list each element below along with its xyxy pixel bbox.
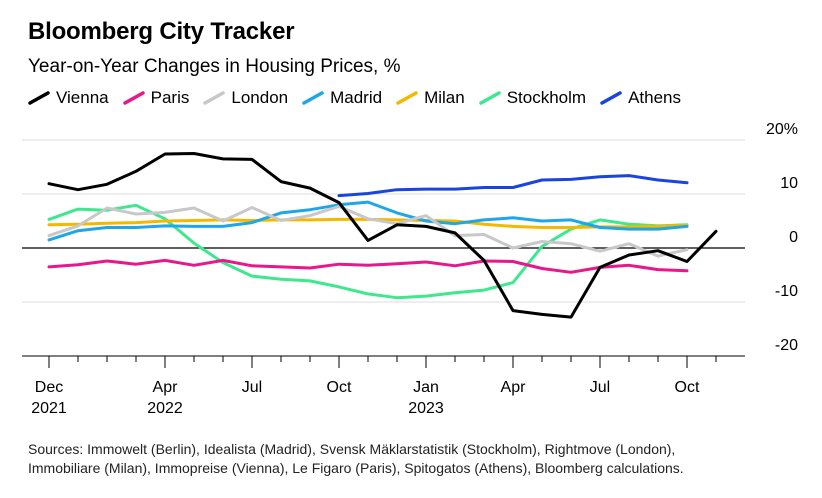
legend-swatch-vienna bbox=[28, 91, 50, 105]
x-tick-label: Jul bbox=[242, 379, 262, 396]
legend-swatch-london bbox=[203, 91, 226, 105]
series-line-vienna bbox=[47, 152, 718, 319]
legend-item-stockholm: Stockholm bbox=[478, 88, 587, 108]
source-note: Sources: Immowelt (Berlin), Idealista (M… bbox=[28, 440, 808, 478]
legend-swatch-madrid bbox=[302, 91, 324, 105]
legend-item-london: London bbox=[203, 88, 288, 108]
y-tick-label: -20 bbox=[775, 337, 798, 354]
legend-label-stockholm: Stockholm bbox=[506, 88, 587, 107]
legend-label-london: London bbox=[231, 88, 289, 107]
y-tick-label: 20% bbox=[766, 121, 798, 138]
x-tick-label: Jan bbox=[413, 379, 439, 396]
legend-label-athens: Athens bbox=[628, 88, 682, 107]
legend: Vienna Paris London Madrid Milan Stockholm Ath… bbox=[28, 88, 695, 108]
x-tick-year-label: 2022 bbox=[147, 400, 183, 417]
y-tick-label: -10 bbox=[775, 283, 798, 300]
legend-item-milan: Milan bbox=[396, 88, 465, 108]
y-tick-label: 10 bbox=[780, 175, 798, 192]
legend-item-paris: Paris bbox=[122, 88, 190, 108]
x-tick-label: Dec bbox=[35, 379, 63, 396]
x-tick-label: Apr bbox=[153, 379, 179, 396]
legend-item-madrid: Madrid bbox=[302, 88, 382, 108]
series-line-paris bbox=[47, 258, 689, 274]
series-line-london bbox=[47, 204, 689, 258]
source-line-1: Sources: Immowelt (Berlin), Idealista (M… bbox=[28, 441, 676, 457]
chart-subtitle: Year-on-Year Changes in Housing Prices, … bbox=[28, 56, 401, 77]
legend-label-milan: Milan bbox=[424, 88, 465, 107]
legend-swatch-paris bbox=[122, 91, 145, 105]
legend-label-vienna: Vienna bbox=[56, 88, 109, 107]
legend-label-madrid: Madrid bbox=[330, 88, 383, 107]
x-tick-label: Oct bbox=[675, 379, 700, 396]
source-line-2: Immobiliare (Milan), Immopreise (Vienna)… bbox=[28, 460, 684, 476]
legend-swatch-milan bbox=[396, 91, 418, 105]
x-tick-label: Jul bbox=[590, 379, 610, 396]
chart-title: Bloomberg City Tracker bbox=[28, 18, 295, 45]
series-line-athens bbox=[337, 174, 689, 198]
y-tick-label: 0 bbox=[789, 229, 798, 246]
legend-swatch-stockholm bbox=[478, 91, 501, 105]
x-tick-label: Apr bbox=[501, 379, 527, 396]
legend-item-athens: Athens bbox=[600, 88, 681, 108]
x-tick-year-label: 2021 bbox=[31, 400, 67, 417]
x-tick-year-label: 2023 bbox=[408, 400, 444, 417]
legend-swatch-athens bbox=[600, 91, 622, 105]
legend-label-paris: Paris bbox=[150, 88, 190, 107]
legend-item-vienna: Vienna bbox=[28, 88, 109, 108]
series-line-madrid bbox=[47, 200, 689, 242]
x-tick-label: Oct bbox=[327, 379, 352, 396]
